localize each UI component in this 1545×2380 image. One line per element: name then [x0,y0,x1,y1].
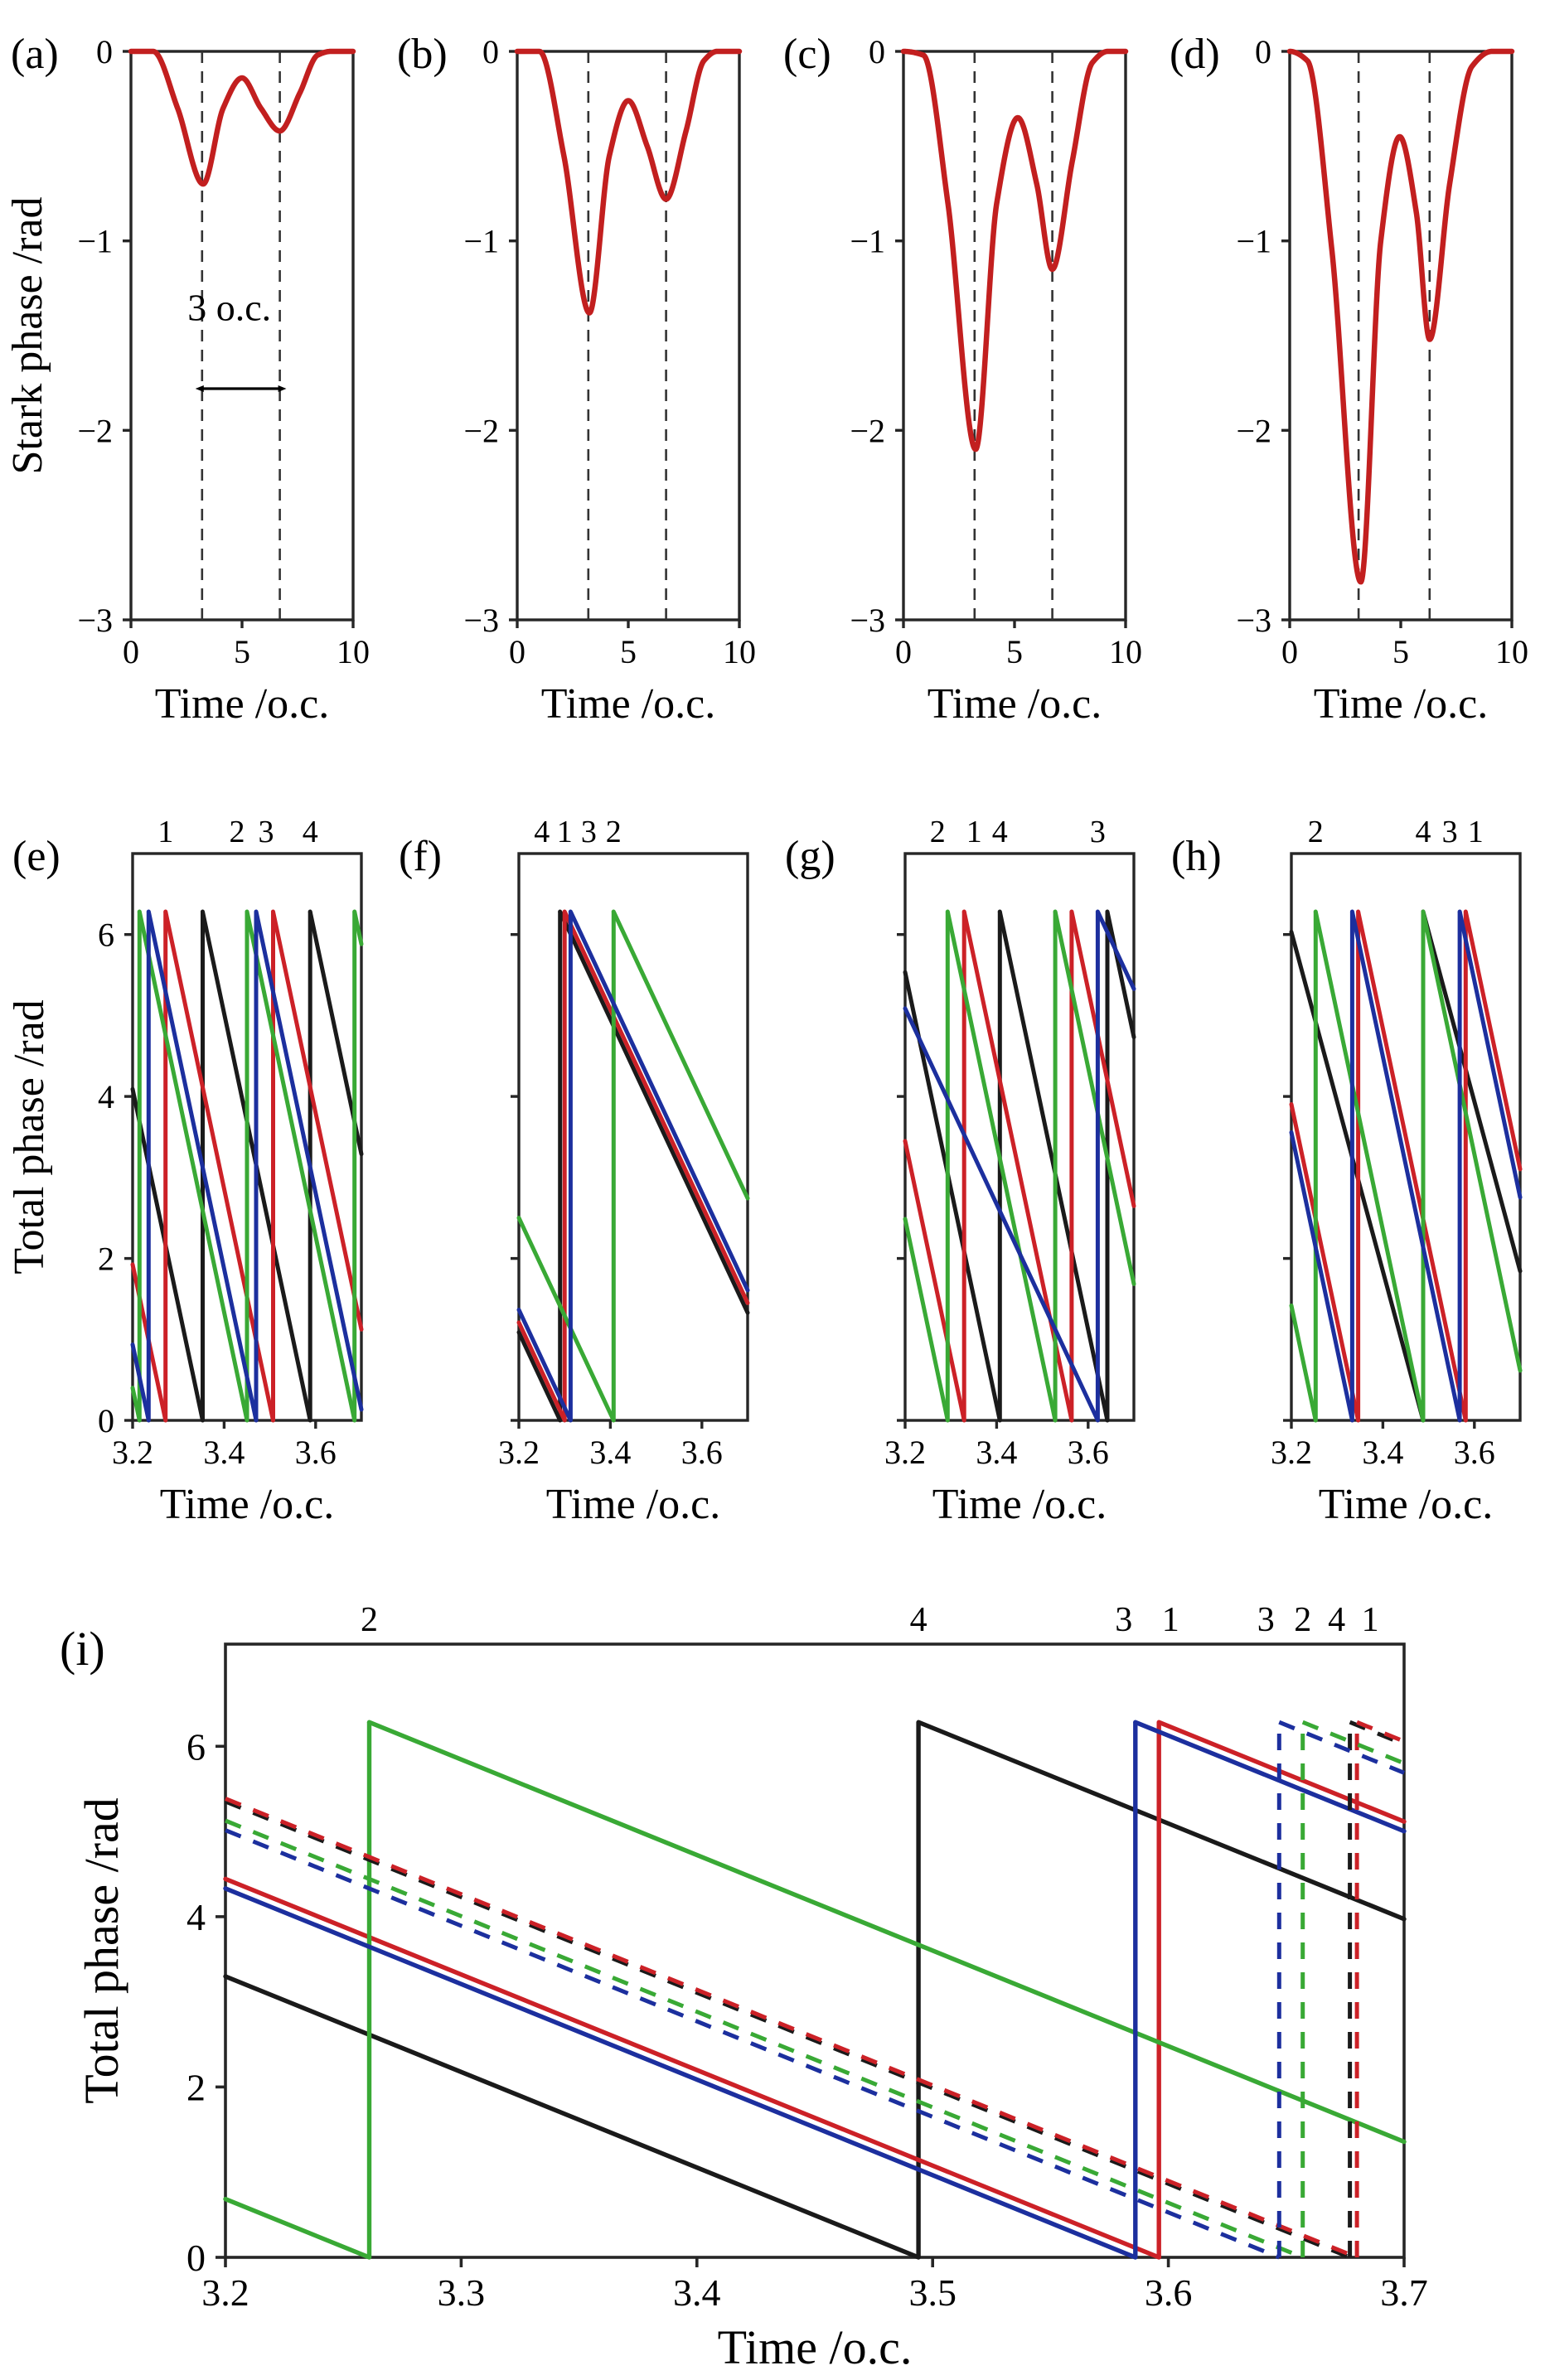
svg-text:3.6: 3.6 [295,1434,337,1471]
svg-text:Total phase /rad: Total phase /rad [75,1797,128,2104]
svg-text:3: 3 [581,815,597,849]
svg-text:3: 3 [1115,1601,1132,1639]
svg-text:3: 3 [1257,1601,1275,1639]
svg-text:3.2: 3.2 [201,2271,249,2314]
svg-text:4: 4 [992,815,1008,849]
svg-text:Stark phase /rad: Stark phase /rad [4,196,51,474]
svg-text:3.4: 3.4 [976,1434,1017,1471]
svg-text:−2: −2 [463,412,499,449]
svg-text:4: 4 [303,815,318,849]
svg-text:3.2: 3.2 [884,1434,926,1471]
svg-text:−1: −1 [77,223,113,260]
svg-text:0: 0 [482,33,499,70]
svg-text:3: 3 [1442,815,1458,849]
svg-text:(a): (a) [11,31,59,78]
svg-text:(e): (e) [12,833,61,880]
svg-text:Time /o.c.: Time /o.c. [927,680,1102,728]
svg-text:1: 1 [1162,1601,1179,1639]
svg-text:3.6: 3.6 [1145,2271,1193,2314]
svg-text:−1: −1 [1236,223,1271,260]
svg-text:−1: −1 [850,223,885,260]
svg-text:0: 0 [869,33,885,70]
svg-text:4: 4 [98,1078,114,1115]
svg-text:(i): (i) [60,1622,105,1676]
svg-text:0: 0 [96,33,113,70]
svg-text:3.6: 3.6 [1068,1434,1109,1471]
svg-text:3 o.c.: 3 o.c. [187,287,271,329]
svg-text:Time /o.c.: Time /o.c. [1319,1481,1493,1528]
svg-text:−3: −3 [850,602,885,639]
svg-text:3: 3 [1090,815,1106,849]
svg-text:3.4: 3.4 [589,1434,631,1471]
svg-text:10: 10 [1109,633,1142,670]
svg-text:1: 1 [966,815,982,849]
svg-text:5: 5 [1392,633,1409,670]
svg-text:3.6: 3.6 [681,1434,723,1471]
svg-text:5: 5 [1006,633,1023,670]
svg-text:6: 6 [186,1725,206,1768]
svg-text:1: 1 [1362,1601,1379,1639]
svg-text:0: 0 [509,633,525,670]
svg-text:3.5: 3.5 [908,2271,957,2314]
svg-text:−1: −1 [463,223,499,260]
svg-text:−3: −3 [1236,602,1271,639]
svg-text:6: 6 [98,917,114,954]
svg-text:1: 1 [157,815,173,849]
svg-text:3.2: 3.2 [498,1434,540,1471]
svg-text:Time /o.c.: Time /o.c. [1314,680,1488,728]
svg-text:−2: −2 [850,412,885,449]
svg-text:2: 2 [1294,1601,1311,1639]
svg-text:Time /o.c.: Time /o.c. [160,1481,334,1528]
svg-text:3.3: 3.3 [438,2271,486,2314]
svg-text:0: 0 [1255,33,1271,70]
svg-text:−2: −2 [1236,412,1271,449]
svg-text:(f): (f) [399,833,442,880]
svg-text:Time /o.c.: Time /o.c. [155,680,329,728]
svg-text:−2: −2 [77,412,113,449]
svg-text:Total phase /rad: Total phase /rad [6,999,53,1274]
svg-text:10: 10 [1495,633,1528,670]
svg-text:3: 3 [259,815,274,849]
svg-text:4: 4 [186,1896,206,1938]
svg-text:5: 5 [620,633,637,670]
svg-text:4: 4 [1328,1601,1345,1639]
svg-text:3.2: 3.2 [1271,1434,1312,1471]
svg-text:−3: −3 [463,602,499,639]
svg-text:Time /o.c.: Time /o.c. [541,680,715,728]
svg-text:3.2: 3.2 [112,1434,153,1471]
svg-text:4: 4 [910,1601,927,1639]
svg-text:2: 2 [186,2066,206,2108]
svg-text:0: 0 [895,633,912,670]
svg-text:Time /o.c.: Time /o.c. [546,1481,720,1528]
svg-text:2: 2 [230,815,245,849]
svg-text:4: 4 [1416,815,1431,849]
svg-text:2: 2 [606,815,622,849]
svg-text:0: 0 [123,633,139,670]
svg-text:−3: −3 [77,602,113,639]
svg-text:3.6: 3.6 [1454,1434,1495,1471]
svg-text:0: 0 [1281,633,1298,670]
svg-text:(b): (b) [397,31,448,78]
svg-text:3.4: 3.4 [673,2271,721,2314]
svg-text:3.4: 3.4 [1362,1434,1403,1471]
svg-text:3.4: 3.4 [203,1434,245,1471]
svg-text:1: 1 [1468,815,1484,849]
svg-text:5: 5 [234,633,250,670]
svg-text:2: 2 [361,1601,378,1639]
svg-text:1: 1 [557,815,573,849]
svg-text:Time /o.c.: Time /o.c. [718,2320,913,2374]
svg-text:4: 4 [534,815,550,849]
svg-text:2: 2 [1308,815,1324,849]
svg-text:10: 10 [723,633,756,670]
svg-text:3.7: 3.7 [1380,2271,1428,2314]
svg-text:(c): (c) [783,31,831,78]
svg-text:(d): (d) [1170,31,1220,78]
svg-text:2: 2 [930,815,946,849]
svg-text:2: 2 [98,1241,114,1278]
svg-text:(g): (g) [785,833,835,880]
svg-text:10: 10 [337,633,370,670]
svg-text:(h): (h) [1171,833,1222,880]
svg-text:Time /o.c.: Time /o.c. [932,1481,1107,1528]
